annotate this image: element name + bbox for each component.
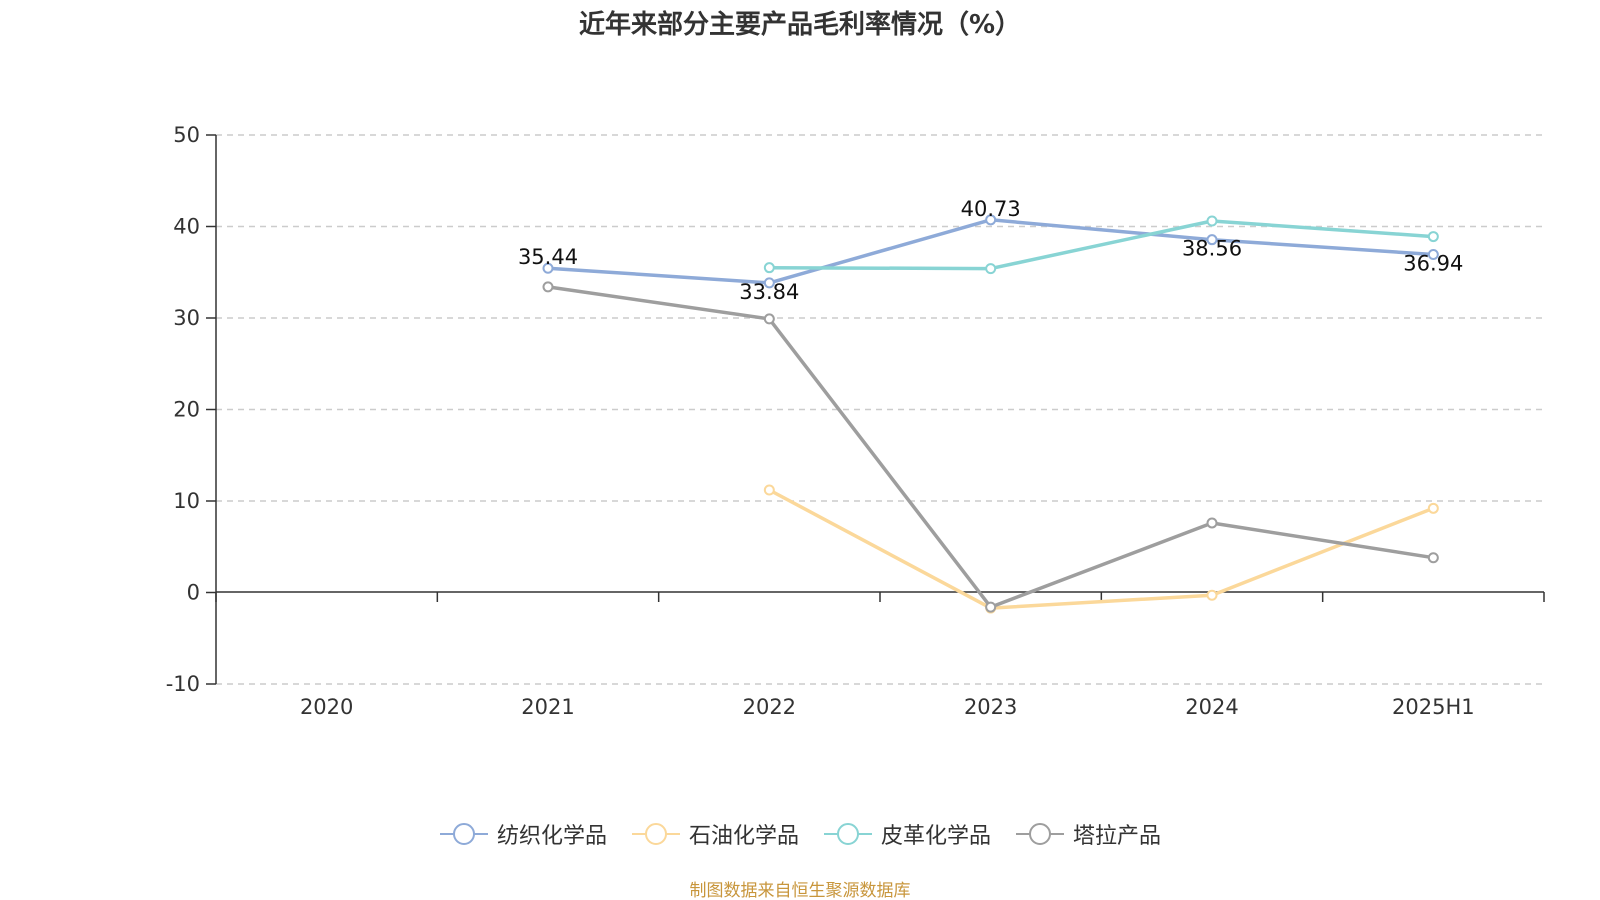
legend-marker-icon [1016, 823, 1065, 845]
plot-area: -10 0 10 20 30 40 50 2020 2021 2022 2023 2024 2025H1… [166, 123, 1545, 719]
legend-marker-icon [439, 823, 488, 845]
chart-title: 近年来部分主要产品毛利率情况（%） [578, 10, 1022, 40]
data-point[interactable] [1427, 248, 1439, 260]
data-point[interactable] [542, 262, 554, 274]
legend-label: 石油化学品 [688, 824, 799, 849]
y-tick-label: 50 [173, 123, 200, 147]
data-point[interactable] [763, 262, 775, 274]
data-point[interactable] [763, 313, 775, 325]
data-point[interactable] [1427, 552, 1439, 564]
data-label: 33.84 [739, 280, 799, 304]
data-point[interactable] [763, 277, 775, 289]
legend-label: 皮革化学品 [881, 824, 992, 849]
data-label: 35.44 [518, 245, 578, 269]
data-point[interactable] [985, 601, 997, 613]
legend-item[interactable]: 皮革化学品 [823, 818, 991, 850]
x-tick-label: 2022 [743, 695, 796, 719]
data-label: 40.73 [961, 197, 1021, 221]
data-point[interactable] [1427, 502, 1439, 514]
y-tick-label: 30 [173, 306, 200, 330]
y-tick-label: -10 [166, 672, 200, 696]
legend-item[interactable]: 纺织化学品 [439, 818, 607, 850]
data-point[interactable] [542, 281, 554, 293]
series-line-1 [768, 488, 1434, 610]
y-tick-label: 10 [173, 489, 200, 513]
data-point[interactable] [1206, 589, 1218, 601]
data-point[interactable] [1206, 517, 1218, 529]
legend-label: 纺织化学品 [496, 824, 607, 849]
x-tick-label: 2020 [300, 695, 353, 719]
legend-item[interactable]: 塔拉产品 [1015, 818, 1161, 850]
y-tick-label: 40 [173, 215, 200, 239]
y-tick-label: 20 [173, 398, 200, 422]
data-point[interactable] [1206, 234, 1218, 246]
x-tick-label: 2023 [964, 695, 1017, 719]
series-line-2 [769, 219, 1434, 271]
y-tick-label: 0 [187, 581, 200, 605]
data-point[interactable] [985, 214, 997, 226]
legend-marker-icon [631, 823, 680, 845]
data-label: 38.56 [1182, 237, 1242, 261]
data-point[interactable] [1427, 231, 1439, 243]
data-point[interactable] [1206, 215, 1218, 227]
legend: 纺织化学品 石油化学品 皮革化学品 塔拉产品 [0, 818, 1600, 850]
legend-marker-icon [824, 823, 872, 845]
x-tick-label: 2021 [521, 695, 574, 719]
x-tick-label: 2024 [1185, 695, 1238, 719]
data-point[interactable] [763, 484, 775, 496]
data-label: 36.94 [1403, 251, 1463, 275]
source-note: 制图数据来自恒生聚源数据库 [689, 881, 911, 900]
legend-label: 塔拉产品 [1073, 824, 1162, 849]
x-tick-label: 2025H1 [1392, 695, 1475, 719]
data-point[interactable] [985, 263, 997, 275]
legend-item[interactable]: 石油化学品 [631, 818, 799, 850]
